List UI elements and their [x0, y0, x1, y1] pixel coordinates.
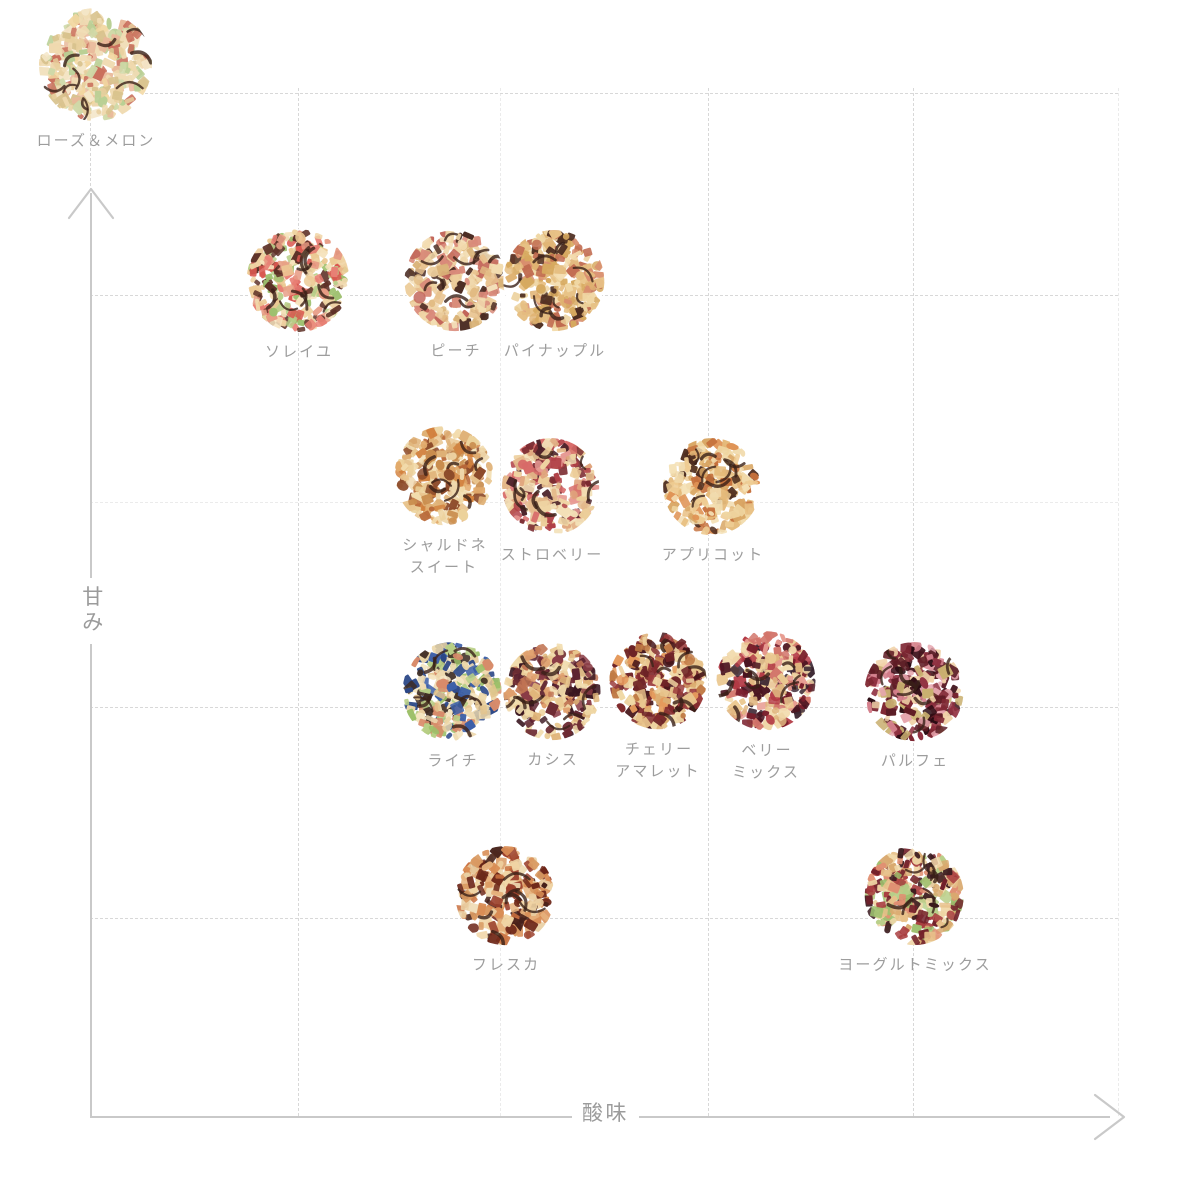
tea-blend-icon	[246, 229, 350, 333]
data-point-label: シャルドネ スイート	[402, 536, 488, 576]
gridline-vertical	[913, 88, 914, 1116]
tea-blend-icon	[663, 438, 761, 536]
tea-blend-icon	[394, 426, 494, 526]
tea-blend-icon	[864, 642, 964, 742]
y-axis-label-line-1: 甘	[82, 586, 106, 609]
data-point[interactable]: ベリー ミックス	[716, 631, 816, 784]
gridline-horizontal	[90, 295, 1118, 296]
data-point-label: ヨーグルトミックス	[838, 956, 992, 974]
data-point-label: ベリー ミックス	[732, 741, 800, 781]
data-point-label: チェリー アマレット	[615, 740, 701, 780]
data-point-label: ピーチ	[430, 342, 482, 360]
data-point[interactable]: パルフェ	[864, 642, 964, 773]
tea-blend-icon	[609, 632, 707, 730]
gridline-horizontal	[90, 93, 1118, 94]
data-point-label: パイナップル	[503, 342, 607, 360]
data-point-label: ローズ＆メロン	[36, 132, 156, 150]
data-point-label: ソレイユ	[264, 343, 334, 361]
data-point[interactable]: ソレイユ	[246, 229, 350, 364]
data-point[interactable]: パイナップル	[502, 230, 606, 363]
data-point-label: パルフェ	[880, 752, 950, 770]
data-point[interactable]: チェリー アマレット	[609, 632, 707, 783]
data-point-label: フレスカ	[471, 956, 541, 974]
gridline-vertical	[500, 88, 501, 1116]
data-point[interactable]: ローズ＆メロン	[34, 8, 155, 153]
data-point-label: ライチ	[427, 752, 479, 770]
data-point-label: アプリコット	[661, 546, 765, 564]
gridline-horizontal	[90, 918, 1118, 919]
tea-blend-icon	[503, 643, 601, 741]
tea-blend-icon	[402, 642, 502, 742]
x-axis-label: 酸味	[572, 1103, 640, 1124]
data-point[interactable]: ストロベリー	[499, 438, 604, 567]
data-point[interactable]: ライチ	[402, 642, 502, 773]
data-point[interactable]: カシス	[503, 643, 601, 772]
data-point[interactable]: フレスカ	[455, 846, 555, 977]
data-point[interactable]: ピーチ	[404, 230, 506, 363]
tea-blend-icon	[716, 631, 816, 731]
data-point[interactable]: シャルドネ スイート	[394, 426, 494, 579]
data-point[interactable]: アプリコット	[660, 438, 765, 567]
y-axis-line	[90, 193, 92, 1118]
gridline-vertical	[298, 88, 299, 1116]
gridline-horizontal	[90, 502, 1118, 503]
y-axis-arrow-icon	[67, 186, 115, 220]
tea-blend-icon	[864, 846, 964, 946]
y-axis-label-line-2: み	[82, 610, 106, 634]
tea-blend-icon	[503, 230, 605, 332]
tea-blend-icon	[455, 846, 555, 946]
data-point-label: ストロベリー	[500, 546, 604, 564]
gridline-vertical	[708, 88, 709, 1116]
tea-blend-icon	[38, 8, 152, 122]
y-axis-label: 甘み 甘 み	[81, 578, 107, 644]
tea-blend-icon	[502, 438, 600, 536]
x-axis-arrow-icon	[1093, 1093, 1127, 1141]
tea-blend-icon	[404, 230, 506, 332]
gridline-horizontal	[90, 707, 1118, 708]
data-point-label: カシス	[527, 751, 579, 769]
data-point[interactable]: ヨーグルトミックス	[836, 846, 992, 977]
gridline-vertical	[1118, 88, 1119, 1116]
